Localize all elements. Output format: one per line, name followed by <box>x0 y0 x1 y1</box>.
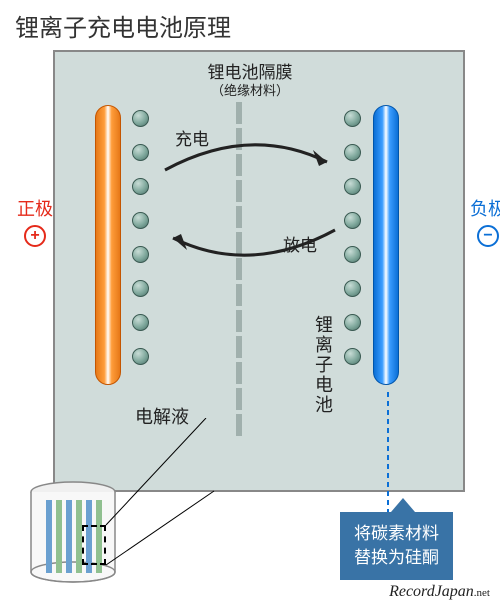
discharge-label: 放电 <box>283 231 317 256</box>
lithium-ion <box>344 246 361 263</box>
lithium-ion <box>344 280 361 297</box>
lithium-ion <box>132 212 149 229</box>
membrane-segment <box>236 362 242 384</box>
membrane-segment <box>236 336 242 358</box>
negative-label: 负极 − <box>470 195 500 247</box>
lithium-ion <box>344 144 361 161</box>
diagram-title: 锂离子充电电池原理 <box>0 0 500 51</box>
lithium-ion <box>344 348 361 365</box>
lithium-ion <box>132 280 149 297</box>
lithium-ion <box>132 178 149 195</box>
lithium-ion <box>132 314 149 331</box>
membrane-segment <box>236 310 242 332</box>
zoom-connector <box>82 418 222 568</box>
minus-icon: − <box>477 225 499 247</box>
lithium-ion <box>344 110 361 127</box>
callout-box: 将碳素材料 替换为硅酮 <box>340 512 453 580</box>
callout-line2: 替换为硅酮 <box>354 546 439 570</box>
negative-electrode <box>373 105 399 385</box>
lithium-ion <box>132 144 149 161</box>
lithium-ion <box>132 348 149 365</box>
membrane-segment <box>236 414 242 436</box>
membrane-segment <box>236 284 242 306</box>
credit-text: RecordJapan.net <box>389 583 490 601</box>
lithium-ion <box>132 246 149 263</box>
lithium-ion <box>344 212 361 229</box>
positive-text: 正极 <box>17 195 53 221</box>
lithium-ion <box>344 178 361 195</box>
membrane-segment <box>236 102 242 124</box>
ion-battery-label: 锂离子电池 <box>290 305 334 425</box>
lithium-ion <box>132 110 149 127</box>
charge-label: 充电 <box>175 125 209 150</box>
positive-electrode <box>95 105 121 385</box>
membrane-segment <box>236 388 242 410</box>
callout-connector <box>382 392 394 512</box>
plus-icon: + <box>24 225 46 247</box>
lithium-ion <box>344 314 361 331</box>
membrane-sublabel: （绝缘材料） <box>195 80 305 99</box>
positive-label: 正极 + <box>17 195 53 247</box>
negative-text: 负极 <box>470 195 500 221</box>
callout-line1: 将碳素材料 <box>354 522 439 546</box>
